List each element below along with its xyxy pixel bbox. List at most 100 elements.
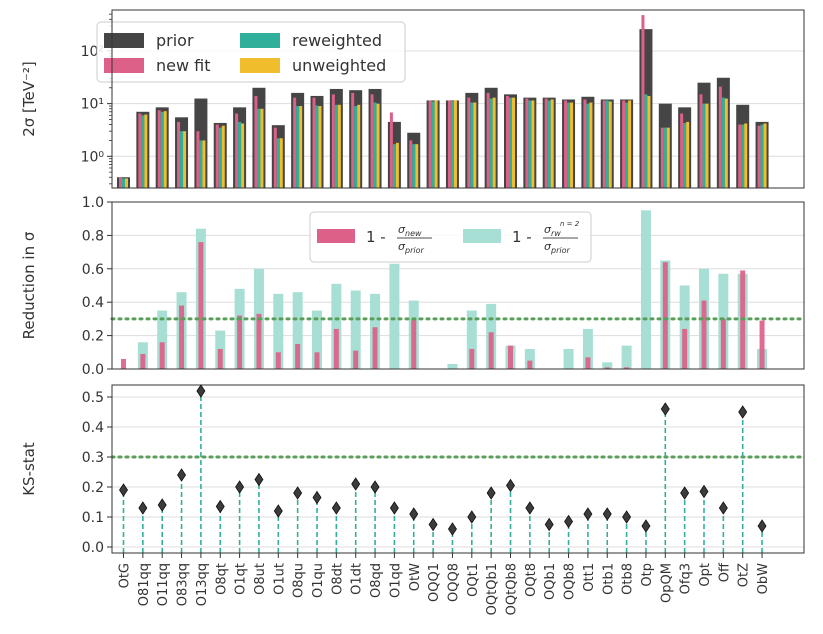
marker-O1dt — [351, 477, 361, 491]
bar-reweighted-O8qt — [218, 127, 222, 188]
xtick-label-OQt8: OQt8 — [524, 563, 539, 597]
xtick-label-O8ut: O8ut — [253, 563, 268, 595]
bar-unweighted-OpQM — [666, 127, 670, 188]
mid-ytick-1-label: 0.2 — [82, 329, 104, 345]
xtick-label-OQt1: OQt1 — [466, 563, 481, 597]
mid-legend-numsub-0: new — [405, 229, 422, 238]
mid-legend-den-1: σ — [544, 240, 552, 253]
bar-reweighted-OQQ8 — [450, 101, 454, 188]
legend-label-newfit: new fit — [156, 56, 211, 75]
marker-OQt1 — [467, 510, 477, 524]
top-ytick-1-label: 10¹ — [81, 97, 104, 113]
mid-ytick-0-label: 0.0 — [82, 362, 104, 378]
bar-unweighted-Otp — [647, 95, 651, 188]
xtick-label-OpQM: OpQM — [659, 563, 674, 603]
xtick-label-O1qu: O1qu — [311, 563, 326, 598]
bar-unweighted-O8dt — [337, 104, 341, 188]
xtick-label-Off: Off — [717, 562, 732, 582]
xtick-label-O8qd: O8qd — [369, 563, 384, 598]
bar-unweighted-OQb8 — [570, 102, 574, 188]
legend-label-prior: prior — [156, 31, 194, 50]
mid-legend-densub-1: prior — [550, 246, 570, 255]
bar-newfit-OQtQb8 — [506, 95, 509, 188]
bot-ytick-2-label: 0.2 — [82, 480, 104, 496]
xtick-label-ObW: ObW — [756, 563, 771, 594]
marker-OQQ1 — [428, 517, 438, 532]
bar-reweighted-OQQ1 — [431, 101, 435, 188]
bot-ytick-1-label: 0.1 — [82, 510, 104, 526]
xtick-label-Opt: Opt — [698, 563, 713, 587]
bar-reduction-rw-O8qu — [292, 292, 303, 369]
bar-unweighted-O8qu — [299, 106, 303, 188]
bar-reweighted-O1ut — [276, 138, 280, 188]
xtick-label-OQQ1: OQQ1 — [427, 563, 442, 602]
mid-legend-swatch-0 — [317, 229, 355, 243]
bar-reweighted-Opt — [702, 103, 706, 188]
legend-label-unweighted: unweighted — [292, 56, 386, 75]
marker-Off — [718, 501, 728, 515]
bar-reduction-new-OQt1 — [469, 348, 475, 369]
bar-reweighted-OQt8 — [528, 100, 532, 188]
bar-reduction-rw-Ott1 — [582, 328, 593, 369]
legend-swatch-reweighted — [240, 33, 280, 48]
marker-OQtQb1 — [486, 486, 496, 500]
bar-newfit-OQb1 — [544, 98, 548, 188]
marker-O1ut — [273, 504, 283, 518]
xtick-label-OtW: OtW — [408, 563, 423, 591]
bar-unweighted-O83qq — [183, 131, 187, 188]
bar-newfit-Otb8 — [622, 100, 626, 188]
bar-newfit-ObW — [757, 125, 761, 188]
bar-reduction-rw-Otb1 — [602, 362, 613, 369]
marker-Ofq3 — [680, 486, 690, 500]
mid-ytick-3-label: 0.6 — [82, 262, 104, 278]
bar-unweighted-OQt8 — [531, 100, 535, 188]
bar-reduction-new-O81qq — [140, 353, 146, 369]
bar-reduction-new-OQtQb1 — [488, 332, 494, 369]
marker-Otb1 — [602, 507, 612, 521]
xtick-label-OtG: OtG — [118, 563, 133, 588]
xtick-label-O83qq: O83qq — [176, 563, 191, 606]
bar-newfit-O8qt — [215, 124, 219, 188]
bar-reweighted-O1dt — [354, 106, 358, 188]
bar-reduction-new-Off — [720, 318, 726, 369]
bar-newfit-O8qu — [293, 97, 297, 188]
bar-reduction-rw-O1ut — [273, 293, 284, 369]
bar-reduction-new-O8dt — [333, 328, 339, 369]
bar-reweighted-O1qu — [315, 105, 319, 188]
xtick-label-OQtQb8: OQtQb8 — [505, 563, 520, 615]
marker-OQb1 — [544, 517, 554, 532]
bar-newfit-O8ut — [254, 95, 258, 188]
bot-ylabel: KS-stat — [20, 442, 38, 496]
bar-reweighted-OtW — [412, 144, 416, 188]
bar-reweighted-OQb1 — [547, 100, 551, 188]
bar-reduction-new-O1qu — [314, 352, 320, 369]
marker-OQQ8 — [447, 522, 457, 536]
bar-unweighted-O1qu — [318, 106, 322, 188]
bar-reweighted-O8qd — [373, 102, 377, 188]
bar-reduction-new-O8qd — [372, 327, 378, 369]
bar-reduction-rw-O1dt — [350, 290, 361, 369]
bar-reweighted-O11qq — [160, 111, 164, 188]
mid-ytick-2-label: 0.4 — [82, 295, 104, 311]
xtick-label-Otb1: Otb1 — [601, 563, 616, 595]
bar-newfit-OQt8 — [525, 98, 529, 188]
bar-newfit-OQb8 — [564, 100, 568, 188]
marker-O83qq — [177, 468, 187, 482]
bar-reduction-rw-OQQ8 — [447, 363, 458, 369]
marker-O1qd — [389, 501, 399, 515]
bar-newfit-OQQ1 — [428, 100, 432, 188]
bar-unweighted-O11qq — [163, 111, 167, 188]
marker-O8dt — [331, 501, 341, 515]
xtick-label-Otp: Otp — [640, 563, 655, 587]
bar-reduction-new-Ofq3 — [682, 328, 688, 369]
bar-unweighted-OQtQb8 — [512, 97, 515, 188]
bar-reduction-new-O8qu — [295, 343, 301, 369]
marker-O1qt — [235, 480, 245, 494]
bar-reweighted-Otp — [644, 94, 648, 188]
mid-ytick-5-label: 1.0 — [82, 195, 104, 211]
mid-legend-densub-0: prior — [404, 246, 424, 255]
top-frame — [111, 9, 805, 189]
bar-reduction-rw-O8dt — [331, 283, 342, 369]
bar-reweighted-O83qq — [180, 131, 184, 188]
